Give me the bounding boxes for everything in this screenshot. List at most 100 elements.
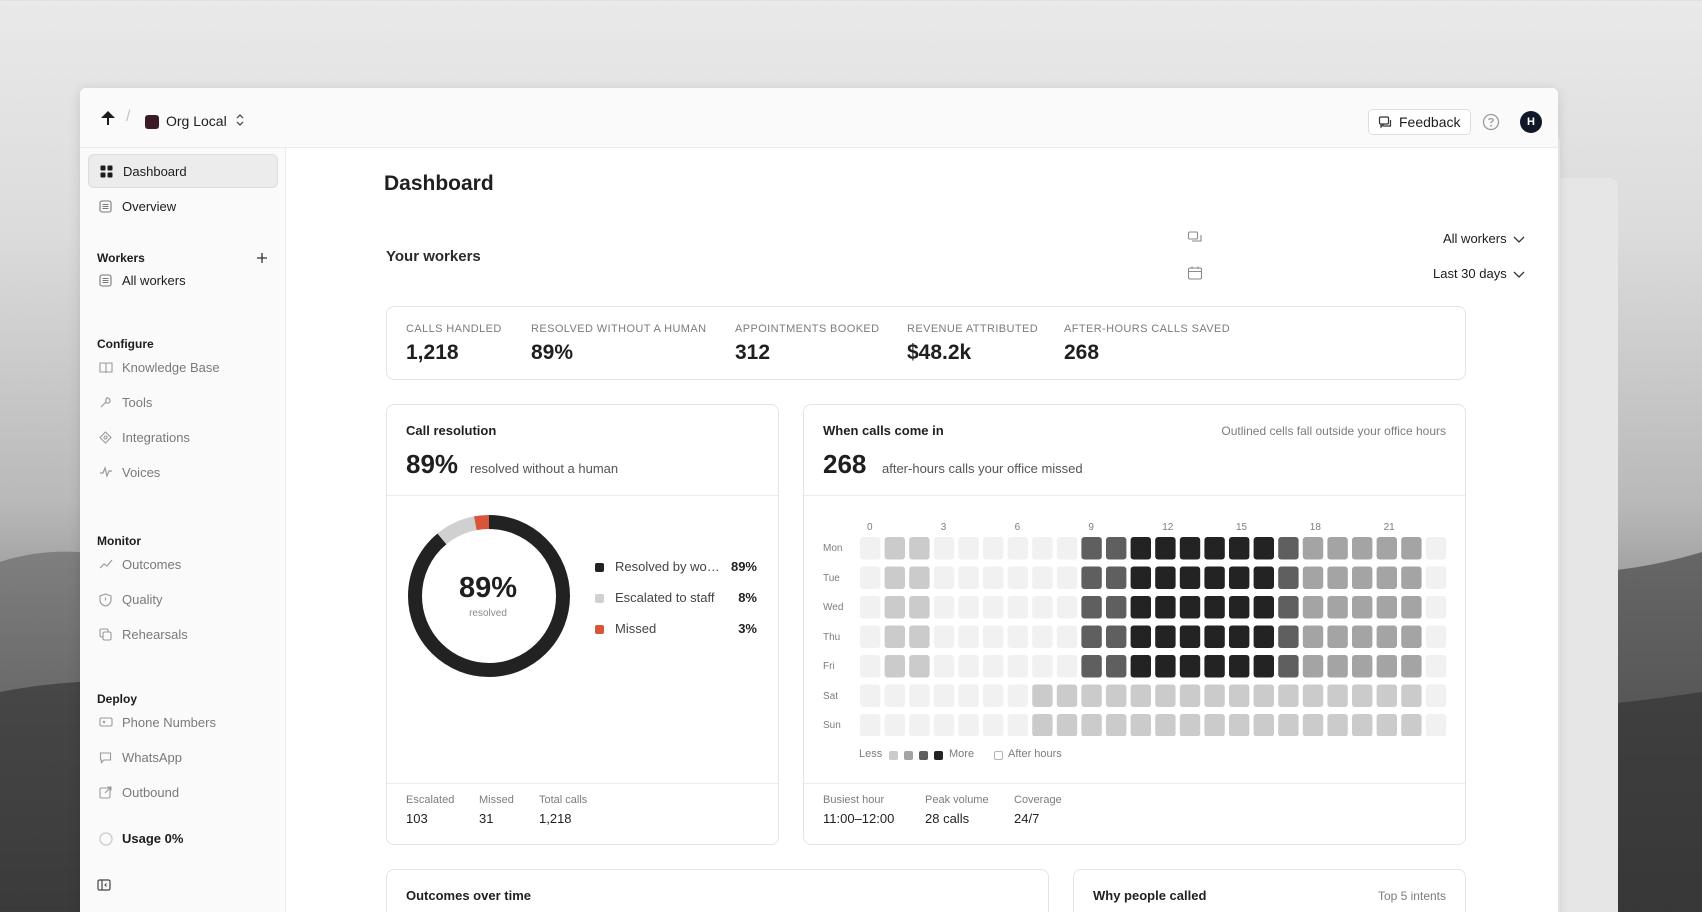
legend-label: Escalated to staff (615, 590, 715, 605)
stat-label: Peak volume (925, 794, 989, 806)
logo-icon[interactable] (100, 110, 116, 126)
heatmap-cell (860, 596, 881, 619)
heatmap-cell (1106, 655, 1127, 678)
heatmap-cell (1253, 714, 1274, 736)
heatmap-big-value: 268 (823, 449, 867, 479)
org-switcher[interactable]: Org Local (166, 113, 227, 129)
heatmap-cell (1278, 537, 1299, 560)
heatmap-cell (1204, 684, 1225, 707)
heatmap-cell (1278, 714, 1299, 736)
heatmap-cell (1253, 537, 1274, 560)
sidebar-item-knowledge-base[interactable]: Knowledge Base (88, 351, 278, 385)
heatmap-cell (1007, 625, 1028, 648)
stat-peak-volume: Peak volume 28 calls (925, 794, 989, 826)
sidebar-item-label: Quality (122, 592, 163, 607)
heatmap-cell (1253, 655, 1274, 678)
legend-swatch-outlined (994, 751, 1003, 760)
feedback-label: Feedback (1399, 114, 1461, 130)
heatmap-cell (933, 537, 955, 560)
feedback-icon (1378, 116, 1392, 129)
sidebar-item-label: Outbound (122, 785, 180, 800)
heatmap-cell (884, 655, 905, 678)
stat-busiest-hour: Busiest hour 11:00–12:00 (823, 794, 894, 826)
heatmap-cell (884, 625, 905, 648)
workers-filter-select[interactable]: All workers (1443, 231, 1525, 246)
heatmap-cell (1327, 537, 1348, 560)
legend-less: Less (859, 748, 883, 760)
usage-ring-icon (99, 832, 113, 846)
sidebar-item-all-workers[interactable]: All workers (88, 264, 278, 298)
heatmap-cell (1204, 625, 1225, 648)
heatmap-cell (1056, 655, 1078, 678)
heatmap-day-label: Thu (823, 631, 841, 643)
user-avatar[interactable]: H (1520, 111, 1542, 133)
feedback-button[interactable]: Feedback (1368, 109, 1472, 135)
heatmap-cell (958, 684, 979, 707)
kpi-after-hours: AFTER-HOURS CALLS SAVED 268 (1064, 323, 1230, 365)
period-filter-value: Last 30 days (1433, 266, 1507, 281)
usage-indicator[interactable]: Usage 0% (88, 822, 278, 856)
heatmap-cell (1081, 714, 1102, 736)
sidebar-item-outcomes[interactable]: Outcomes (88, 548, 278, 582)
chevron-up-down-icon[interactable] (235, 112, 245, 128)
heatmap-cell (1352, 655, 1373, 678)
period-filter-select[interactable]: Last 30 days (1433, 266, 1525, 281)
stat-label: Total calls (539, 794, 588, 806)
heatmap-day-label: Sun (823, 720, 841, 731)
stat-value: 28 calls (925, 811, 970, 826)
heatmap-cell (860, 714, 881, 736)
waveform-icon (100, 466, 112, 478)
sidebar-collapse-icon[interactable] (97, 879, 111, 891)
heatmap-cell (933, 684, 955, 707)
sidebar-item-phone-numbers[interactable]: Phone Numbers (88, 706, 278, 740)
heatmap-cell (1007, 537, 1028, 560)
stat-value: 1,218 (539, 811, 572, 826)
heatmap-cell (884, 537, 905, 560)
heatmap-cell (1007, 655, 1028, 678)
sidebar-item-dashboard[interactable]: Dashboard (88, 154, 278, 188)
heatmap-cell (1253, 625, 1274, 648)
sidebar-item-rehearsals[interactable]: Rehearsals (88, 618, 278, 652)
heatmap-cell (1253, 566, 1274, 589)
legend-swatch (919, 751, 928, 760)
copy-icon (99, 628, 112, 641)
resolution-donut-chart (408, 515, 570, 677)
heatmap-cell (1130, 566, 1151, 589)
heatmap-cell (1229, 596, 1250, 619)
call-resolution-card: Call resolution 89% resolved without a h… (386, 404, 779, 845)
heatmap-cell (1106, 625, 1127, 648)
puzzle-icon (99, 431, 112, 444)
heatmap-cell (884, 566, 905, 589)
heatmap-cell (1155, 655, 1176, 678)
sidebar-item-voices[interactable]: Voices (88, 456, 278, 490)
kpi-label: APPOINTMENTS BOOKED (735, 323, 880, 335)
heatmap-cell (909, 596, 930, 619)
heatmap-cell (1081, 596, 1102, 619)
page-title: Dashboard (384, 172, 494, 195)
heatmap-hour-tick: 6 (1014, 522, 1021, 533)
heatmap-cell (860, 625, 881, 648)
heatmap-hour-tick: 15 (1236, 522, 1248, 533)
sidebar-item-quality[interactable]: Quality (88, 583, 278, 617)
legend-swatch (595, 563, 604, 572)
sidebar-item-outbound[interactable]: Outbound (88, 776, 278, 810)
plus-icon[interactable] (256, 252, 268, 264)
heatmap-cell (860, 566, 881, 589)
heatmap-cell (1155, 537, 1176, 560)
wrench-icon (100, 397, 111, 408)
sidebar-item-integrations[interactable]: Integrations (88, 421, 278, 455)
list-icon (99, 274, 112, 287)
sidebar-item-whatsapp[interactable]: WhatsApp (88, 741, 278, 775)
heatmap-cell (1056, 537, 1078, 560)
heatmap-cell (1032, 596, 1053, 619)
heatmap-cell (1081, 537, 1102, 560)
heatmap-cell (983, 714, 1004, 736)
heatmap-cell (1302, 625, 1324, 648)
heatmap-day-label: Sat (823, 690, 839, 702)
sidebar-item-tools[interactable]: Tools (88, 386, 278, 420)
heatmap-cell (933, 596, 955, 619)
kpi-label: CALLS HANDLED (406, 323, 502, 335)
heatmap-cell (1056, 625, 1078, 648)
help-icon[interactable] (1482, 113, 1500, 131)
sidebar-item-overview[interactable]: Overview (88, 190, 278, 224)
